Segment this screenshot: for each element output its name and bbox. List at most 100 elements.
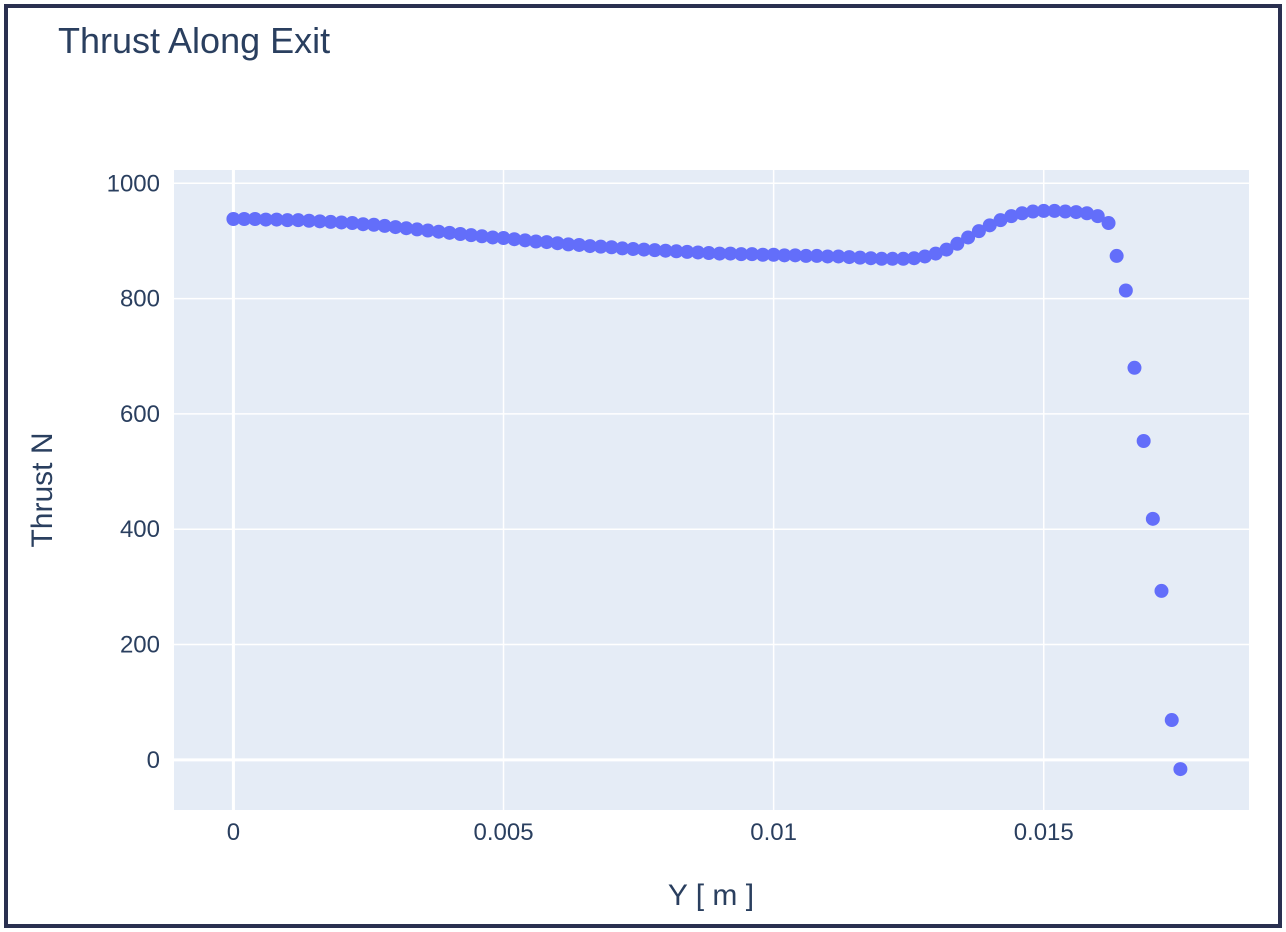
y-tick-label: 1000 bbox=[107, 170, 160, 197]
data-point[interactable] bbox=[464, 228, 479, 243]
data-point[interactable] bbox=[777, 248, 792, 263]
data-point[interactable] bbox=[755, 247, 770, 262]
data-point[interactable] bbox=[1069, 205, 1084, 220]
data-point[interactable] bbox=[809, 248, 824, 263]
data-point[interactable] bbox=[831, 249, 846, 264]
data-point[interactable] bbox=[745, 247, 760, 262]
data-point[interactable] bbox=[907, 251, 922, 266]
data-point[interactable] bbox=[690, 245, 705, 260]
x-tick-label: 0.015 bbox=[1014, 819, 1074, 846]
data-point[interactable] bbox=[302, 213, 317, 228]
data-point[interactable] bbox=[593, 239, 608, 254]
data-point[interactable] bbox=[1090, 209, 1105, 224]
data-point[interactable] bbox=[820, 249, 835, 264]
data-point[interactable] bbox=[420, 223, 435, 238]
data-point[interactable] bbox=[842, 250, 857, 265]
data-point[interactable] bbox=[582, 239, 597, 254]
data-point[interactable] bbox=[269, 212, 284, 227]
data-point[interactable] bbox=[1004, 209, 1019, 224]
data-point[interactable] bbox=[788, 248, 803, 263]
data-point[interactable] bbox=[615, 241, 630, 256]
data-point[interactable] bbox=[1164, 713, 1179, 728]
data-point[interactable] bbox=[312, 214, 327, 229]
data-point[interactable] bbox=[1036, 203, 1051, 218]
data-point[interactable] bbox=[280, 213, 295, 228]
data-point[interactable] bbox=[680, 244, 695, 259]
data-point[interactable] bbox=[485, 230, 500, 245]
data-point[interactable] bbox=[226, 212, 241, 227]
x-tick-labels: 0 0.005 0.01 0.015 bbox=[227, 819, 1074, 846]
data-point[interactable] bbox=[550, 236, 565, 251]
data-point[interactable] bbox=[399, 221, 414, 236]
data-point[interactable] bbox=[453, 227, 468, 241]
data-point[interactable] bbox=[734, 247, 749, 262]
data-point[interactable] bbox=[863, 251, 878, 266]
data-point[interactable] bbox=[539, 235, 554, 250]
data-point[interactable] bbox=[334, 215, 349, 230]
data-point[interactable] bbox=[928, 246, 943, 261]
data-point[interactable] bbox=[1136, 433, 1151, 448]
data-point[interactable] bbox=[636, 242, 651, 257]
y-tick-label: 800 bbox=[120, 286, 160, 313]
data-point[interactable] bbox=[961, 230, 976, 245]
data-point[interactable] bbox=[723, 246, 738, 261]
data-point[interactable] bbox=[1079, 206, 1094, 221]
data-point[interactable] bbox=[410, 222, 425, 237]
data-point[interactable] bbox=[442, 225, 457, 240]
data-point[interactable] bbox=[248, 212, 263, 227]
data-point[interactable] bbox=[496, 231, 511, 246]
data-point[interactable] bbox=[572, 237, 587, 252]
data-point[interactable] bbox=[712, 246, 727, 261]
data-point[interactable] bbox=[799, 248, 814, 263]
y-tick-label: 0 bbox=[147, 747, 160, 774]
data-point[interactable] bbox=[1118, 283, 1133, 298]
data-point[interactable] bbox=[993, 213, 1008, 228]
x-tick-label: 0.01 bbox=[750, 819, 797, 846]
data-point[interactable] bbox=[766, 247, 781, 262]
data-point[interactable] bbox=[647, 243, 662, 258]
y-tick-label: 400 bbox=[120, 516, 160, 543]
data-point[interactable] bbox=[377, 218, 392, 233]
data-point[interactable] bbox=[323, 214, 338, 229]
data-point[interactable] bbox=[896, 251, 911, 266]
data-point[interactable] bbox=[626, 241, 641, 256]
data-point[interactable] bbox=[604, 240, 619, 255]
data-point[interactable] bbox=[1015, 206, 1030, 221]
data-point[interactable] bbox=[291, 213, 306, 228]
data-point[interactable] bbox=[366, 217, 381, 232]
data-point[interactable] bbox=[1145, 511, 1160, 526]
data-point[interactable] bbox=[518, 233, 533, 248]
data-point[interactable] bbox=[474, 229, 489, 244]
data-point[interactable] bbox=[1173, 762, 1188, 777]
data-point[interactable] bbox=[1047, 203, 1062, 218]
data-point[interactable] bbox=[885, 251, 900, 266]
data-point[interactable] bbox=[982, 218, 997, 233]
data-point[interactable] bbox=[1101, 216, 1116, 231]
data-point[interactable] bbox=[701, 246, 716, 261]
data-point[interactable] bbox=[971, 224, 986, 239]
data-point[interactable] bbox=[561, 237, 576, 252]
data-point[interactable] bbox=[528, 234, 543, 249]
data-point[interactable] bbox=[431, 224, 446, 239]
y-tick-label: 200 bbox=[120, 632, 160, 659]
data-point[interactable] bbox=[1109, 248, 1124, 263]
data-point[interactable] bbox=[388, 220, 403, 235]
data-point[interactable] bbox=[950, 236, 965, 251]
data-point[interactable] bbox=[658, 243, 673, 258]
grid-lines bbox=[174, 170, 1249, 810]
data-point[interactable] bbox=[874, 251, 889, 266]
data-point[interactable] bbox=[669, 244, 684, 259]
data-point[interactable] bbox=[237, 212, 252, 227]
data-point[interactable] bbox=[258, 212, 273, 227]
data-point[interactable] bbox=[1127, 360, 1142, 375]
data-point[interactable] bbox=[345, 216, 360, 231]
data-point[interactable] bbox=[917, 249, 932, 264]
data-point[interactable] bbox=[356, 217, 371, 232]
data-point[interactable] bbox=[1058, 204, 1073, 219]
data-point[interactable] bbox=[939, 242, 954, 257]
data-point[interactable] bbox=[853, 250, 868, 265]
data-point[interactable] bbox=[1154, 583, 1169, 598]
data-point[interactable] bbox=[1025, 204, 1040, 219]
data-point[interactable] bbox=[507, 232, 522, 247]
